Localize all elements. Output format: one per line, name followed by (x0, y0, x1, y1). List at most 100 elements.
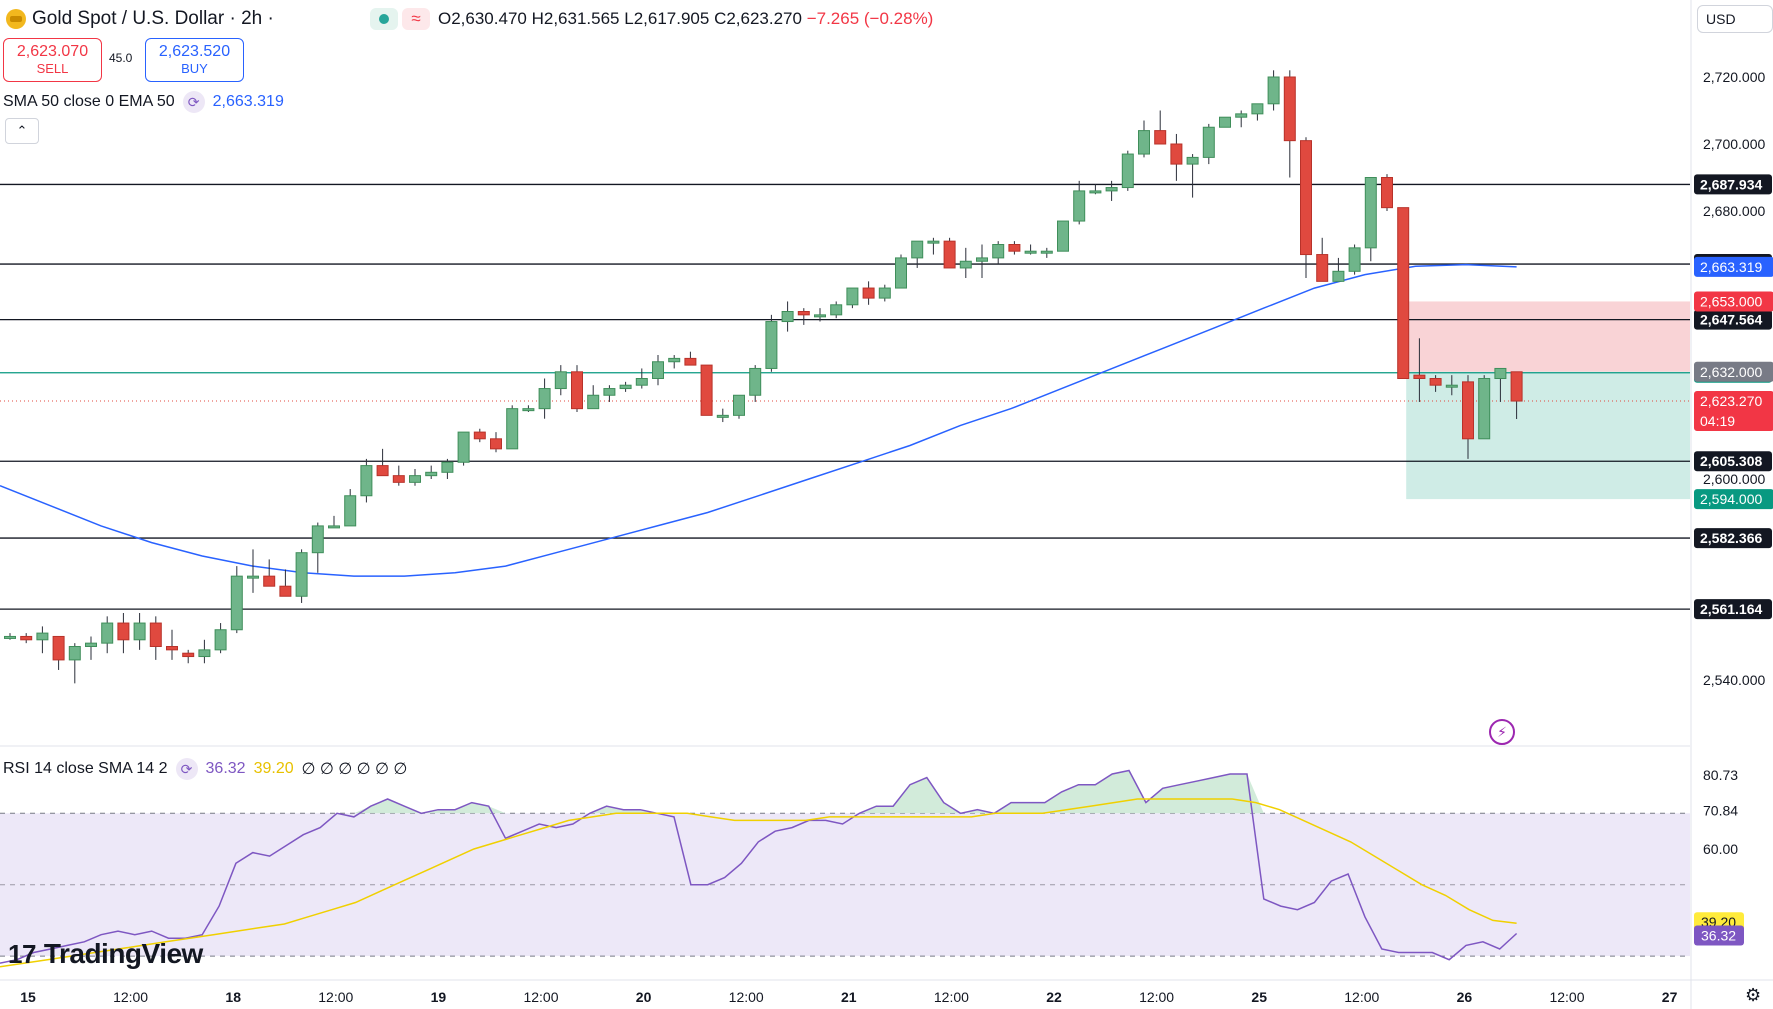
market-status[interactable]: ≈ (370, 8, 430, 30)
rsi-legend[interactable]: RSI 14 close SMA 14 2 ⟳ 36.32 39.20 ∅ ∅ … (3, 758, 407, 780)
candle-body (20, 635, 33, 641)
candle-body (1170, 143, 1183, 165)
candle-body (635, 378, 648, 386)
take-profit-zone (1406, 371, 1690, 500)
currency-label[interactable]: USD (1706, 11, 1736, 27)
price-tag-bg (1694, 489, 1773, 510)
candle-body (101, 622, 114, 644)
price-tag-label: 2,594.000 (1700, 491, 1762, 507)
time-axis-tick: 12:00 (318, 989, 353, 1005)
candle-body (457, 431, 470, 463)
candle-body (392, 475, 405, 483)
candle-body (1316, 254, 1329, 282)
sell-button[interactable]: 2,623.070 SELL (3, 38, 102, 82)
level-label: 2,605.308 (1700, 453, 1762, 469)
candle-body (230, 575, 243, 631)
rsi-label[interactable]: RSI 14 close SMA 14 2 (3, 760, 168, 777)
candle-body (182, 652, 195, 658)
sell-price: 2,623.070 (16, 43, 89, 60)
candle-body (1121, 153, 1134, 189)
candle-body (328, 525, 340, 529)
candle-body (409, 475, 421, 483)
lightning-icon[interactable]: ⚡ (1489, 719, 1515, 745)
buy-button[interactable]: 2,623.520 BUY (145, 38, 244, 82)
candle-body (1429, 378, 1442, 386)
rsi-axis-tick: 70.84 (1703, 802, 1738, 818)
currency-selector[interactable]: USD (1697, 5, 1773, 33)
price-tag-bg (1694, 361, 1773, 382)
candle-body (166, 646, 178, 651)
candle-body (85, 642, 97, 648)
candle-body (619, 384, 632, 390)
candle-body (1283, 76, 1296, 142)
candle-body (1040, 250, 1053, 254)
candle-body (1478, 378, 1491, 440)
symbol-title[interactable]: Gold Spot / U.S. Dollar · 2h · (6, 8, 274, 30)
settings-icon[interactable]: ⚙ (1745, 985, 1762, 1005)
candle-body (68, 646, 81, 661)
candle-body (198, 649, 211, 658)
sma-legend[interactable]: SMA 50 close 0 EMA 50 ⟳ 2,663.319 (3, 91, 284, 113)
candle-body (360, 465, 373, 497)
candle-body (554, 371, 567, 390)
candle-body (1202, 126, 1215, 158)
candle-body (1510, 371, 1523, 402)
symbol-title-text[interactable]: Gold Spot / U.S. Dollar · 2h · (32, 8, 274, 29)
candle-body (1364, 177, 1377, 249)
candle-body (1057, 220, 1069, 252)
candle-body (1008, 244, 1021, 252)
refresh-icon[interactable]: ⟳ (182, 91, 205, 113)
buy-label: BUY (181, 61, 208, 76)
ohlc-high: H2,631.565 (531, 9, 620, 28)
candle-body (684, 357, 697, 366)
candle-body (506, 408, 519, 450)
candle-body (295, 552, 308, 597)
candle-body (668, 357, 681, 363)
candle-body (36, 632, 49, 641)
tradingview-logo-text: TradingView (43, 938, 203, 969)
candle-body (603, 388, 616, 396)
time-axis-tick: 12:00 (1549, 989, 1584, 1005)
collapse-legend-button[interactable]: ⌃ (5, 118, 39, 144)
refresh-icon[interactable]: ⟳ (175, 758, 198, 780)
rsi-overbought-fill (0, 770, 1517, 814)
candle-body (716, 414, 729, 418)
time-axis-tick: 12:00 (729, 989, 764, 1005)
tradingview-logo[interactable]: 17 TradingView (8, 938, 203, 970)
sell-label: SELL (36, 61, 69, 76)
candle-body (895, 257, 907, 289)
candle-body (441, 461, 454, 473)
candle-body (117, 622, 130, 641)
time-axis-tick: 25 (1251, 989, 1267, 1005)
candle-body (344, 495, 357, 527)
candle-body (733, 394, 745, 416)
candle-body (1235, 113, 1248, 118)
ohlc-low: L2,617.905 (624, 9, 710, 28)
candle-body (700, 364, 713, 416)
ohlc-open: O2,630.470 (438, 9, 527, 28)
market-open-icon[interactable] (370, 8, 398, 30)
time-axis-tick: 26 (1457, 989, 1473, 1005)
candle-body (652, 361, 664, 379)
tradingview-logo-icon: 17 (8, 938, 36, 969)
data-delay-icon[interactable]: ≈ (402, 8, 430, 30)
candle-body (149, 622, 162, 647)
time-axis-tick: 20 (636, 989, 652, 1005)
candle-body (214, 629, 227, 651)
candle-body (1494, 367, 1507, 380)
sma-value: 2,663.319 (212, 93, 284, 110)
level-label: 2,582.366 (1700, 530, 1762, 546)
sma-line (0, 263, 1517, 577)
stop-loss-zone (1406, 301, 1690, 372)
candle-body (862, 287, 875, 299)
time-axis-tick: 21 (841, 989, 857, 1005)
time-axis-tick: 12:00 (1344, 989, 1379, 1005)
time-axis-tick: 18 (225, 989, 241, 1005)
sma-label[interactable]: SMA 50 close 0 EMA 50 (3, 93, 175, 110)
level-label: 2,687.934 (1700, 176, 1762, 192)
price-axis-tick: 2,720.000 (1703, 69, 1765, 85)
candle-body (1186, 156, 1199, 165)
level-label-bg (1694, 309, 1772, 330)
candle-body (279, 585, 292, 597)
